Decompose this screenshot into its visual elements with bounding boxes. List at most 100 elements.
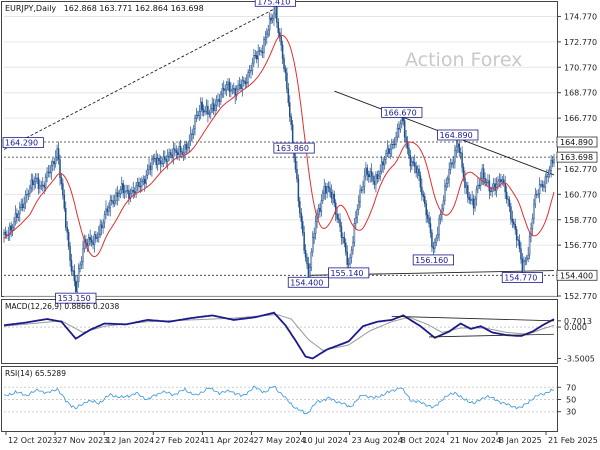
- candle-body: [390, 144, 393, 150]
- candle-body: [260, 50, 262, 52]
- candle-body: [63, 194, 66, 209]
- candle-body: [116, 192, 119, 197]
- macd-trendline: [429, 333, 555, 338]
- candle-body: [263, 39, 265, 54]
- axis-tag-text: 154.400: [560, 271, 593, 280]
- axis-tag-text: 163.698: [560, 153, 593, 162]
- candle-body: [62, 183, 64, 196]
- candle-body: [359, 189, 361, 202]
- candle-body: [165, 159, 168, 162]
- candle-body: [108, 207, 110, 212]
- axis-tag-box: [556, 151, 598, 163]
- candle-body: [112, 200, 114, 204]
- candle-body: [201, 101, 203, 111]
- candle-body: [449, 162, 452, 170]
- candle-body: [202, 109, 205, 113]
- candle-body: [385, 152, 387, 160]
- price-y-tick-label: 152.770: [564, 292, 597, 301]
- candle-body: [369, 171, 371, 178]
- candle-body: [340, 226, 343, 238]
- candle-body: [50, 165, 53, 174]
- candle-body: [411, 161, 413, 167]
- candle-body: [177, 152, 179, 156]
- candle-body: [475, 188, 478, 200]
- rsi-y-tick-label: 50: [566, 396, 576, 405]
- candle-body: [494, 183, 496, 191]
- candle-body: [159, 160, 162, 165]
- candle-body: [464, 177, 466, 188]
- candle-body: [468, 197, 471, 201]
- candle-body: [241, 80, 244, 90]
- candle-body: [106, 208, 109, 212]
- candle-body: [187, 147, 189, 150]
- candle-body: [425, 203, 427, 216]
- candle-body: [492, 183, 495, 188]
- candle-body: [527, 254, 529, 259]
- candle-body: [349, 257, 351, 265]
- candle-body: [296, 169, 298, 180]
- candle-body: [406, 141, 409, 149]
- candle-body: [14, 213, 17, 223]
- candle-body: [23, 202, 25, 209]
- candle-body: [550, 160, 552, 172]
- candle-body: [339, 219, 341, 227]
- candle-body: [179, 146, 182, 153]
- candle-body: [416, 168, 419, 174]
- candle-body: [152, 157, 155, 160]
- candle-body: [56, 148, 58, 158]
- price-label-box: [437, 129, 479, 141]
- candle-body: [452, 161, 455, 165]
- candle-body: [324, 186, 327, 194]
- candle-body: [195, 115, 198, 119]
- candle-body: [217, 99, 219, 102]
- candle-body: [422, 194, 425, 197]
- candle-body: [458, 143, 460, 153]
- candle-body: [208, 112, 211, 115]
- price-candles: [3, 1, 555, 299]
- candle-body: [380, 161, 383, 172]
- candle-body: [169, 152, 172, 156]
- candle-body: [303, 232, 305, 251]
- candle-body: [66, 227, 68, 233]
- candle-body: [20, 204, 22, 208]
- price-label-text: 156.160: [415, 256, 448, 265]
- x-tick-label: 12 Oct 2023: [8, 436, 57, 445]
- candle-body: [274, 5, 277, 15]
- candle-body: [255, 55, 258, 60]
- candle-body: [482, 168, 485, 179]
- candle-body: [92, 241, 94, 245]
- candle-body: [306, 256, 308, 265]
- candle-body: [480, 177, 482, 186]
- price-y-tick-label: 168.770: [564, 89, 597, 98]
- candle-body: [199, 101, 202, 112]
- candle-body: [497, 180, 499, 185]
- candle-body: [264, 37, 267, 40]
- candle-body: [93, 234, 96, 245]
- x-tick-label: 27 Feb 2024: [155, 436, 205, 445]
- candle-body: [228, 81, 231, 92]
- candle-body: [21, 204, 24, 209]
- price-label-text: 164.290: [5, 139, 38, 148]
- candle-body: [233, 88, 235, 90]
- price-y-tick-label: 158.770: [564, 216, 597, 225]
- candle-body: [102, 222, 104, 229]
- macd-title: MACD(12,26,9) 0.8866 0.2038: [5, 302, 119, 311]
- price-y-tick-label: 156.770: [564, 241, 597, 250]
- candle-body: [350, 249, 353, 258]
- x-tick-label: 12 Jan 2024: [106, 436, 154, 445]
- candle-body: [336, 213, 338, 220]
- candle-body: [222, 88, 225, 91]
- candle-body: [322, 192, 324, 201]
- candle-body: [518, 240, 521, 250]
- price-annotations: 175.410 164.290 153.150 163.860 154.400 155.1…: [2, 0, 598, 304]
- candle-body: [457, 143, 459, 148]
- candle-body: [118, 193, 120, 197]
- candle-body: [294, 157, 297, 170]
- price-y-axis: 174.770 172.770 170.770 168.770 166.770 162.7…: [557, 12, 597, 301]
- price-label-text: 153.150: [58, 294, 91, 303]
- watermark: Action Forex: [405, 49, 522, 71]
- candle-body: [438, 218, 440, 236]
- candle-body: [270, 17, 272, 21]
- price-label-box: [328, 267, 370, 279]
- candle-body: [172, 148, 175, 159]
